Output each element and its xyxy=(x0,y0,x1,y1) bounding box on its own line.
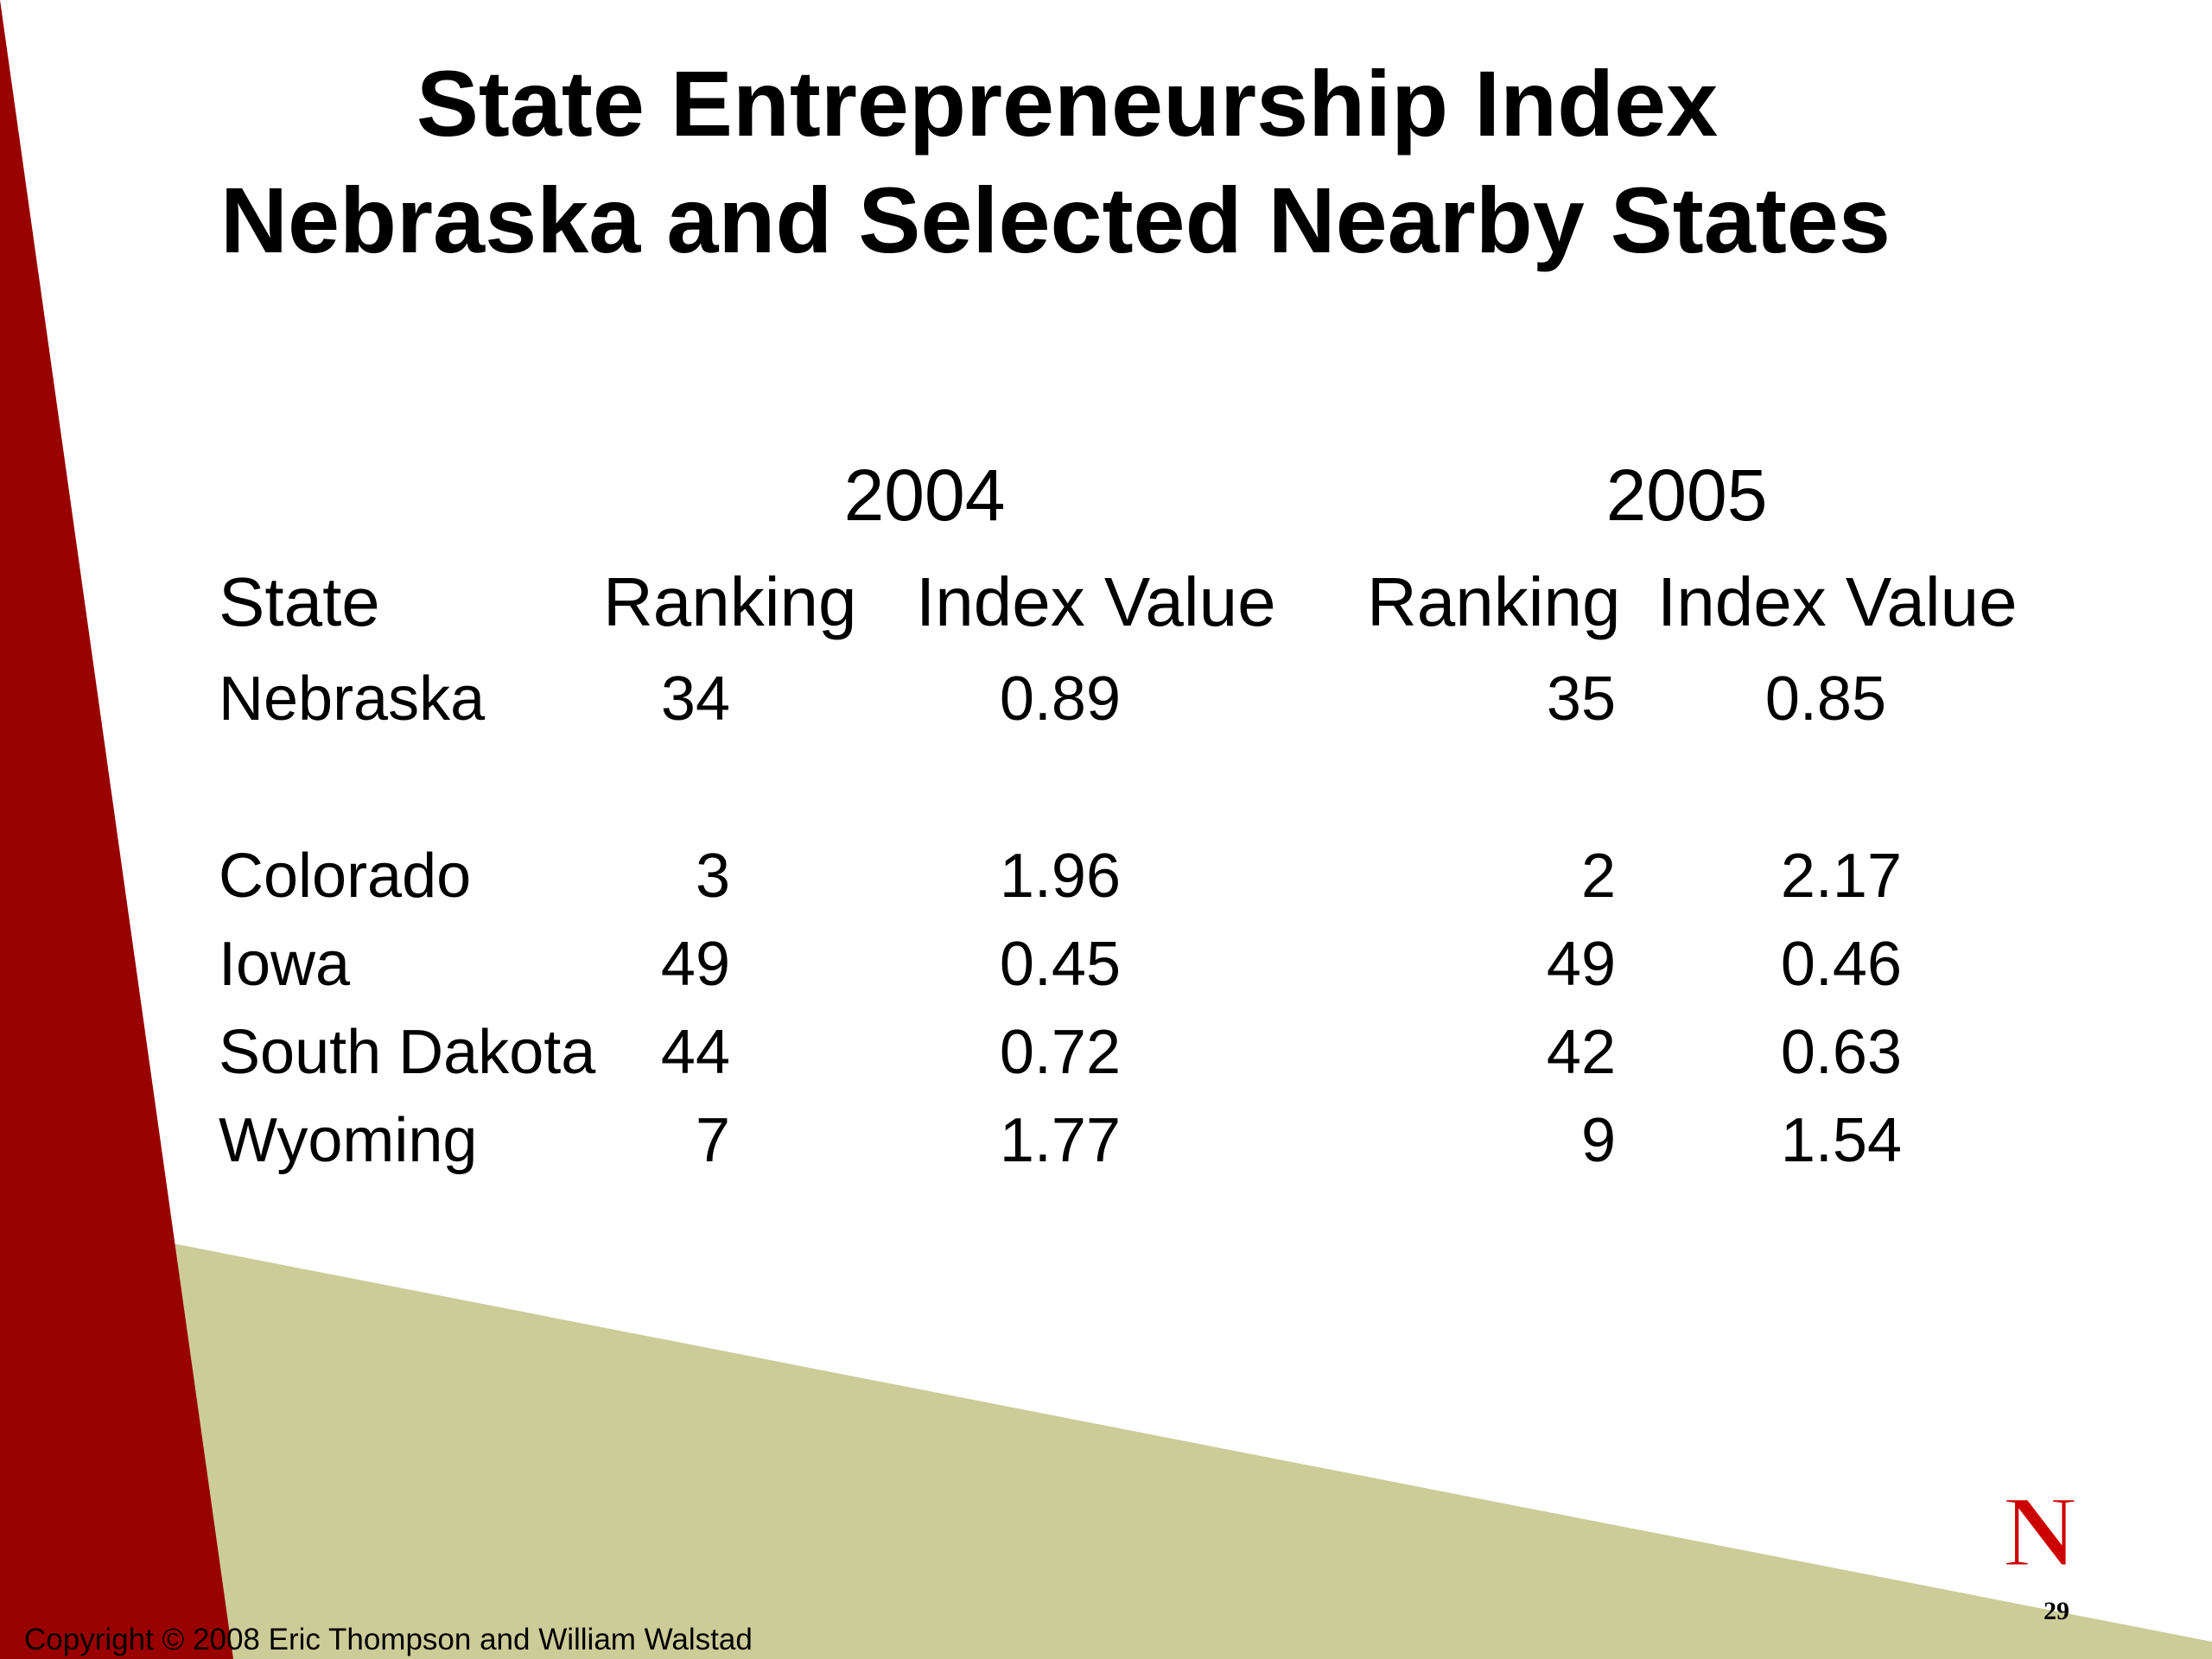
table-cell-index-2004: 1.77 xyxy=(999,1106,1121,1175)
table-cell-index-2005: 0.63 xyxy=(1780,1018,1902,1087)
year-header-2004: 2004 xyxy=(843,454,1006,536)
table-cell-state: Colorado xyxy=(219,842,472,911)
table-cell-ranking-2004: 49 xyxy=(660,930,730,999)
table-cell-index-2004: 0.45 xyxy=(999,930,1121,999)
column-header-ranking-2005: Ranking xyxy=(1367,563,1621,640)
table-cell-state: Nebraska xyxy=(219,664,486,734)
red-band xyxy=(0,0,233,1659)
slide-title-line-2: Nebraska and Selected Nearby States xyxy=(220,168,1891,272)
table-cell-index-2004: 0.72 xyxy=(999,1018,1121,1087)
olive-band xyxy=(130,1244,2212,1659)
table-cell-ranking-2004: 44 xyxy=(660,1018,730,1087)
table-cell-state: Wyoming xyxy=(219,1106,478,1175)
column-header-state: State xyxy=(219,563,380,640)
table-cell-ranking-2004: 3 xyxy=(695,842,730,911)
year-header-2005: 2005 xyxy=(1605,454,1768,536)
column-header-ranking-2004: Ranking xyxy=(603,563,857,640)
table-cell-ranking-2005: 49 xyxy=(1546,930,1616,999)
table-cell-index-2005: 0.46 xyxy=(1780,930,1902,999)
table-cell-ranking-2005: 2 xyxy=(1580,842,1616,911)
table-cell-index-2004: 0.89 xyxy=(999,664,1121,734)
table-cell-state: Iowa xyxy=(219,930,351,999)
column-header-index-2005: Index Value xyxy=(1657,563,2018,640)
slide-title-line-1: State Entrepreneurship Index xyxy=(416,51,1719,156)
table-cell-ranking-2004: 34 xyxy=(660,664,730,734)
table-cell-index-2005: 2.17 xyxy=(1780,842,1902,911)
table-cell-ranking-2005: 35 xyxy=(1546,664,1616,734)
copyright-notice: Copyright © 2008 Eric Thompson and Willi… xyxy=(24,1623,753,1656)
table-cell-index-2004: 1.96 xyxy=(999,842,1121,911)
university-logo: N xyxy=(2002,1484,2078,1580)
table-cell-index-2005: 0.85 xyxy=(1764,664,1886,734)
table-cell-state: South Dakota xyxy=(219,1018,596,1087)
table-cell-ranking-2005: 42 xyxy=(1546,1018,1616,1087)
table-cell-ranking-2005: 9 xyxy=(1580,1106,1616,1175)
page-number: 29 xyxy=(2044,1597,2069,1625)
table-cell-index-2005: 1.54 xyxy=(1780,1106,1902,1175)
logo-letter: N xyxy=(2003,1484,2076,1580)
table-cell-ranking-2004: 7 xyxy=(695,1106,730,1175)
column-header-index-2004: Index Value xyxy=(916,563,1276,640)
